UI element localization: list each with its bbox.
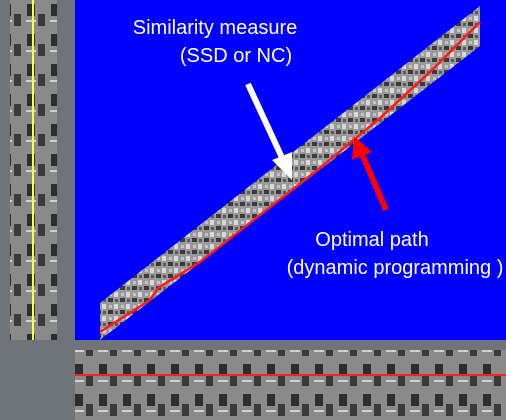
page: Similarity measure (SSD or NC) Optimal p… [0,0,506,420]
label: Optimal path [315,229,428,251]
label: (SSD or NC) [180,45,292,67]
label: (dynamic programming ) [287,257,504,279]
label: Similarity measure [133,17,297,39]
slide: Similarity measure (SSD or NC) Optimal p… [0,0,506,420]
bottom-image [75,350,506,420]
